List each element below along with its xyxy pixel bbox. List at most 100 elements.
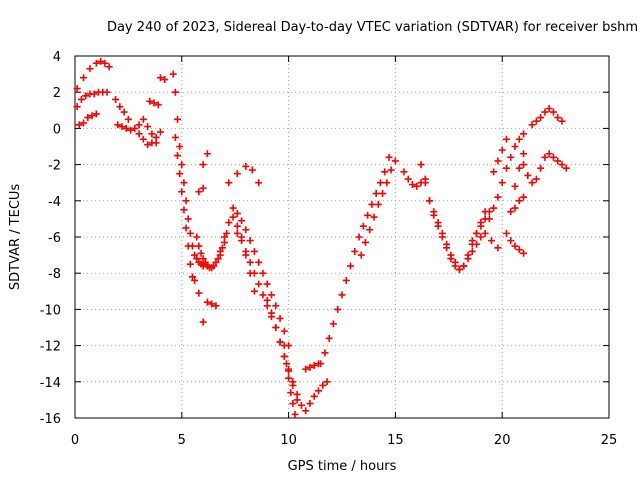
series-sat-a <box>74 58 113 92</box>
data-point <box>242 248 249 255</box>
y-tick-label: -10 <box>40 303 61 318</box>
data-point <box>550 154 557 161</box>
series-sat-n <box>200 150 211 168</box>
series-sat-y <box>400 168 428 189</box>
data-point <box>183 224 190 231</box>
data-point <box>178 161 185 168</box>
data-point <box>460 262 467 269</box>
data-point <box>281 342 288 349</box>
data-point <box>430 208 437 215</box>
data-point <box>200 161 207 168</box>
series-sat-v <box>302 360 322 372</box>
data-point <box>292 411 299 418</box>
x-tick-label: 5 <box>178 433 186 448</box>
data-point <box>185 243 192 250</box>
data-point <box>324 378 331 385</box>
data-point <box>268 291 275 298</box>
data-point <box>281 353 288 360</box>
data-point <box>234 210 241 217</box>
data-point <box>234 223 241 230</box>
series-sat-x <box>358 157 399 258</box>
data-point <box>289 400 296 407</box>
x-axis-label: GPS time / hours <box>288 459 397 474</box>
data-point <box>541 154 548 161</box>
y-tick-label: -16 <box>40 412 61 427</box>
data-point <box>230 205 237 212</box>
data-point <box>238 217 245 224</box>
series-sat-f <box>136 129 164 149</box>
data-point <box>482 230 489 237</box>
data-point <box>259 270 266 277</box>
data-point <box>315 387 322 394</box>
data-point <box>362 239 369 246</box>
data-point <box>537 165 544 172</box>
data-point <box>200 185 207 192</box>
series-sat-h <box>157 74 168 83</box>
y-tick-label: -8 <box>48 267 61 282</box>
data-point <box>78 96 85 103</box>
data-point <box>264 281 271 288</box>
data-point <box>268 310 275 317</box>
data-point <box>533 176 540 183</box>
data-point <box>339 291 346 298</box>
data-point <box>477 223 484 230</box>
data-point <box>435 219 442 226</box>
data-point <box>537 114 544 121</box>
data-point <box>358 252 365 259</box>
data-point <box>400 168 407 175</box>
data-point <box>272 302 279 309</box>
data-point <box>405 176 412 183</box>
data-point <box>418 161 425 168</box>
series-sat-d <box>112 96 132 123</box>
data-point <box>494 244 501 251</box>
data-point <box>554 114 561 121</box>
data-point <box>86 65 93 72</box>
data-point <box>298 402 305 409</box>
data-point <box>550 109 557 116</box>
data-point <box>321 349 328 356</box>
series-sat-aa <box>426 197 489 273</box>
data-point <box>516 246 523 253</box>
x-tick-label: 10 <box>280 433 297 448</box>
data-point <box>277 315 284 322</box>
y-tick-label: -4 <box>48 195 61 210</box>
data-point <box>251 288 258 295</box>
data-point <box>490 168 497 175</box>
data-point <box>174 116 181 123</box>
series-sat-p <box>225 163 262 186</box>
series-sat-c <box>76 110 100 128</box>
data-point <box>373 190 380 197</box>
data-point <box>136 121 143 128</box>
data-point <box>195 188 202 195</box>
data-point <box>326 335 333 342</box>
data-point <box>452 259 459 266</box>
data-point <box>136 130 143 137</box>
y-tick-label: -2 <box>48 159 61 174</box>
data-point <box>343 277 350 284</box>
y-tick-label: -12 <box>40 340 61 355</box>
series-sat-l <box>191 277 207 326</box>
data-point <box>334 306 341 313</box>
x-tick-label: 20 <box>494 433 511 448</box>
data-point <box>469 248 476 255</box>
data-point <box>319 382 326 389</box>
data-point <box>507 154 514 161</box>
data-point <box>379 190 386 197</box>
data-point <box>541 109 548 116</box>
data-point <box>473 230 480 237</box>
data-point <box>377 179 384 186</box>
data-point <box>247 259 254 266</box>
data-point <box>512 243 519 250</box>
data-point <box>554 157 561 164</box>
data-point <box>356 234 363 241</box>
data-point <box>187 261 194 268</box>
data-point <box>302 407 309 414</box>
data-point <box>259 291 266 298</box>
x-tick-label: 0 <box>71 433 79 448</box>
data-point <box>255 259 262 266</box>
data-point <box>172 134 179 141</box>
data-point <box>121 109 128 116</box>
data-point <box>520 194 527 201</box>
data-point <box>195 243 202 250</box>
data-point <box>371 214 378 221</box>
